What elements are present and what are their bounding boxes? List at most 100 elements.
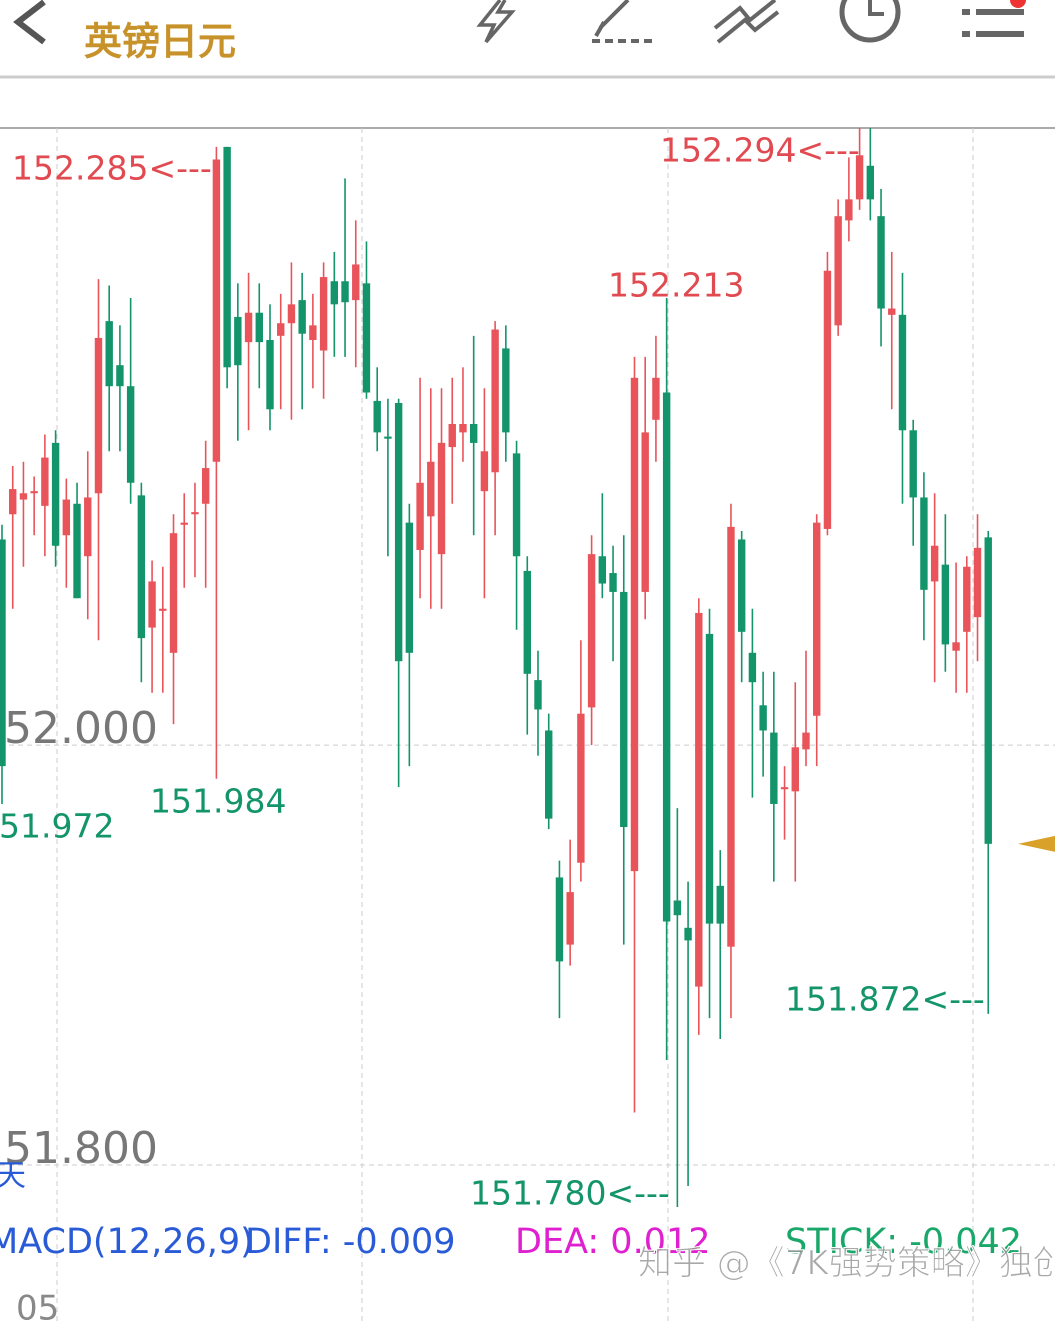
candle-body [566, 892, 574, 945]
candle-body [823, 270, 832, 529]
candle-body [523, 570, 531, 674]
candle-body [191, 512, 199, 515]
watermark: 知乎 @《7K强势策略》独创 [638, 1244, 1055, 1284]
candle-body [148, 581, 156, 628]
macd-tick: 05 [16, 1289, 59, 1325]
candle-body [330, 281, 339, 305]
candle-body [116, 365, 124, 387]
candle-body [963, 566, 971, 632]
candle-body [427, 461, 435, 517]
candle-body [84, 497, 92, 557]
plot: 152.000 151.800 152.285<--- 152.294<--- 152.… [0, 128, 1055, 1213]
macd-diff: DIFF: -0.009 [245, 1222, 456, 1262]
candle-body [502, 348, 510, 433]
candle-body [416, 482, 424, 550]
candle-body [587, 554, 596, 708]
candle-body [609, 573, 617, 592]
candle-body [952, 642, 960, 651]
candle-body [459, 423, 467, 433]
candle-body [630, 377, 639, 872]
candle-body [341, 281, 349, 303]
candle-body [244, 312, 253, 343]
candle-body [319, 277, 328, 351]
candle-body [169, 533, 178, 653]
y-tick-label: 151.800 [0, 1123, 158, 1174]
candle-body [62, 499, 71, 536]
candle-body [673, 900, 682, 916]
candle-body [652, 377, 660, 420]
candle-body [266, 340, 274, 410]
candle-body [126, 386, 135, 483]
candle-body [373, 400, 381, 433]
candle-body [362, 283, 371, 393]
macd-label: MACD(12,26,9) [0, 1222, 254, 1262]
candle-body [877, 216, 885, 309]
candle-body [405, 522, 414, 653]
candle-body [437, 442, 446, 555]
candle-body [394, 402, 403, 662]
candle-body [845, 199, 853, 221]
candle-body [512, 453, 521, 557]
candle-body [855, 155, 864, 200]
extreme-label: 152.285<--- [12, 149, 212, 188]
candle-body [984, 537, 992, 844]
candle-body [180, 522, 188, 525]
candle-body [770, 732, 778, 804]
candle-body [480, 451, 489, 492]
candle-body [105, 321, 113, 387]
candle-body [309, 325, 317, 341]
extreme-label: 151.984 [150, 782, 286, 821]
candle-body [695, 612, 703, 987]
candle-body [780, 787, 789, 790]
candle-body [448, 423, 456, 448]
back-button[interactable] [13, 0, 46, 45]
menu-icon[interactable] [962, 0, 1026, 37]
macd-stick: STICK: -0.042 [785, 1222, 1022, 1262]
candle-body [255, 312, 263, 343]
candle-body [287, 304, 296, 324]
candle-body [9, 489, 17, 515]
candle-body [212, 159, 221, 462]
candle-body [384, 436, 392, 439]
candle-body [930, 545, 939, 582]
candle-body [41, 457, 49, 506]
candle-body [19, 493, 28, 500]
candle-body [159, 608, 167, 611]
candle-body [201, 468, 210, 504]
candle-body [545, 730, 553, 819]
candle-body [30, 491, 38, 494]
candle-body [705, 633, 714, 924]
candle-body [941, 564, 950, 645]
period-label: 天 [0, 1159, 26, 1194]
candle-body [73, 503, 81, 599]
candle-body [641, 432, 649, 592]
candle-body [137, 495, 146, 639]
draw-icon[interactable] [592, 0, 652, 43]
candle-body [94, 337, 103, 494]
candle-body [598, 556, 607, 584]
clock-icon[interactable] [839, 0, 901, 43]
candle-body [620, 591, 628, 828]
candle-body [234, 316, 242, 366]
candle-body [802, 732, 810, 750]
candle-body [716, 885, 724, 924]
y-tick-label: 152.000 [0, 703, 158, 754]
candle-body [534, 680, 542, 710]
candle-body [51, 442, 60, 546]
extreme-label: 151.872<--- [785, 980, 985, 1019]
candle-body [834, 216, 842, 326]
candle-body [577, 713, 585, 863]
symbol-title: 英镑日元 [84, 20, 236, 64]
candle-body [223, 146, 231, 368]
candle-body [684, 927, 692, 941]
candle-body [737, 539, 746, 632]
candle-body [813, 522, 821, 716]
extreme-label: 152.213 [608, 266, 744, 305]
candle-body [491, 329, 499, 473]
last-price-marker [1018, 835, 1055, 852]
candle-body [469, 423, 478, 443]
indicator-icon[interactable] [713, 0, 780, 44]
candle-body [727, 526, 735, 947]
flash-icon[interactable] [476, 0, 516, 44]
